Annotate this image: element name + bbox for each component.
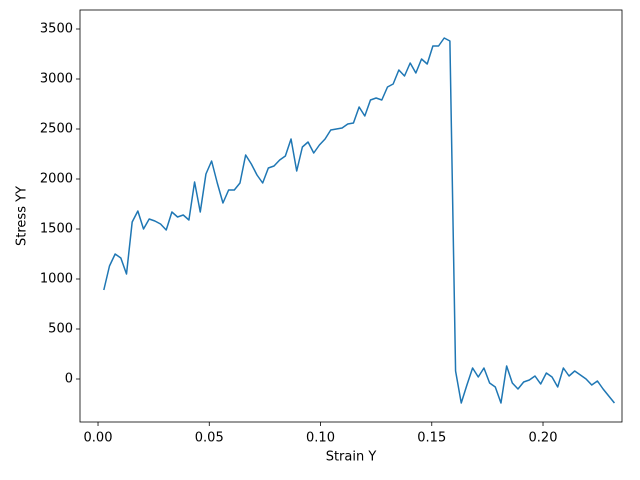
y-tick-label: 1500	[40, 222, 73, 237]
plot-frame	[79, 9, 623, 423]
y-tick-label: 1000	[40, 272, 73, 287]
y-tick-label: 0	[65, 372, 73, 387]
y-tick-label: 2500	[40, 122, 73, 137]
y-tick-label: 500	[48, 322, 73, 337]
y-axis-label: Stress YY	[15, 186, 30, 246]
data-line	[103, 37, 616, 404]
y-tick-label: 3500	[40, 22, 73, 37]
x-axis-label: Strain Y	[326, 450, 377, 465]
x-tick-label: 0.20	[529, 431, 558, 446]
y-tick-label: 2000	[40, 172, 73, 187]
x-tick-label: 0.15	[417, 431, 446, 446]
x-tick-label: 0.05	[195, 431, 224, 446]
x-tick-label: 0.00	[84, 431, 113, 446]
y-tick-label: 3000	[40, 72, 73, 87]
x-tick-label: 0.10	[306, 431, 335, 446]
